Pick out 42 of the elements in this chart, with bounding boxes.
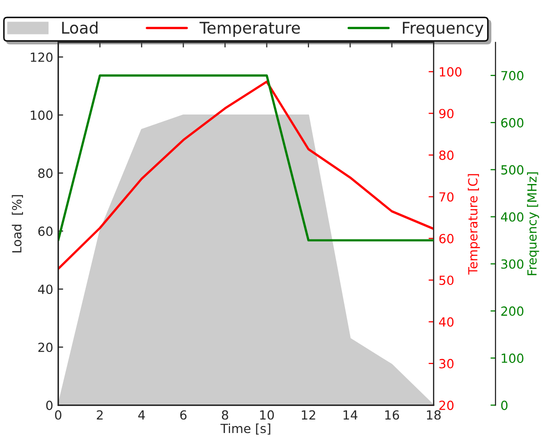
x-tick-label: 18 [426,410,441,420]
y2-axis-title: Temperature [C] [468,174,480,275]
y2-tick-label: 80 [439,150,454,160]
y-tick-label: 120 [30,52,53,62]
y3-tick-label: 100 [502,354,524,363]
y3-tick-label: 300 [501,259,524,269]
y2-tick-label: 100 [440,67,462,77]
x-tick-label: 6 [180,410,187,420]
y-tick-label: 60 [38,226,53,236]
x-tick-label: 2 [96,410,103,420]
y2-tick-label: 30 [439,358,454,368]
y3-tick-label: 400 [500,212,524,222]
y3-tick-label: 0 [501,400,508,410]
legend-label: Load [62,21,98,34]
y3-tick-label: 600 [501,118,524,128]
x-tick-label: 14 [344,410,358,420]
x-tick-label: 12 [302,410,316,420]
y2-tick-label: 40 [439,317,454,327]
legend-label: Frequency [402,22,484,37]
y-axis-title: Load [%] [12,195,23,252]
y3-tick-label: 700 [501,70,524,80]
x-tick-label: 8 [222,410,228,420]
legend-label: Temperature [200,22,300,37]
y-tick-label: 40 [38,284,53,294]
y-tick-label: 0 [46,400,53,410]
x-tick-label: 10 [260,410,274,420]
x-tick-label: 0 [55,410,62,420]
y3-tick-label: 200 [501,306,524,316]
y3-axis-title: Frequency [MHz] [527,172,540,276]
y-tick-label: 100 [30,110,53,120]
y-tick-label: 20 [38,342,53,352]
x-tick-label: 4 [138,410,145,420]
y2-tick-label: 70 [439,192,454,202]
y-tick-label: 80 [38,168,53,178]
y2-tick-label: 20 [439,400,454,410]
y2-tick-label: 60 [439,234,454,244]
y2-tick-label: 50 [439,276,454,286]
x-axis-title: Time [s] [220,424,270,435]
y2-tick-label: 90 [439,108,454,118]
y3-tick-label: 500 [501,165,524,175]
x-tick-label: 16 [385,410,400,420]
line-series [58,80,434,270]
